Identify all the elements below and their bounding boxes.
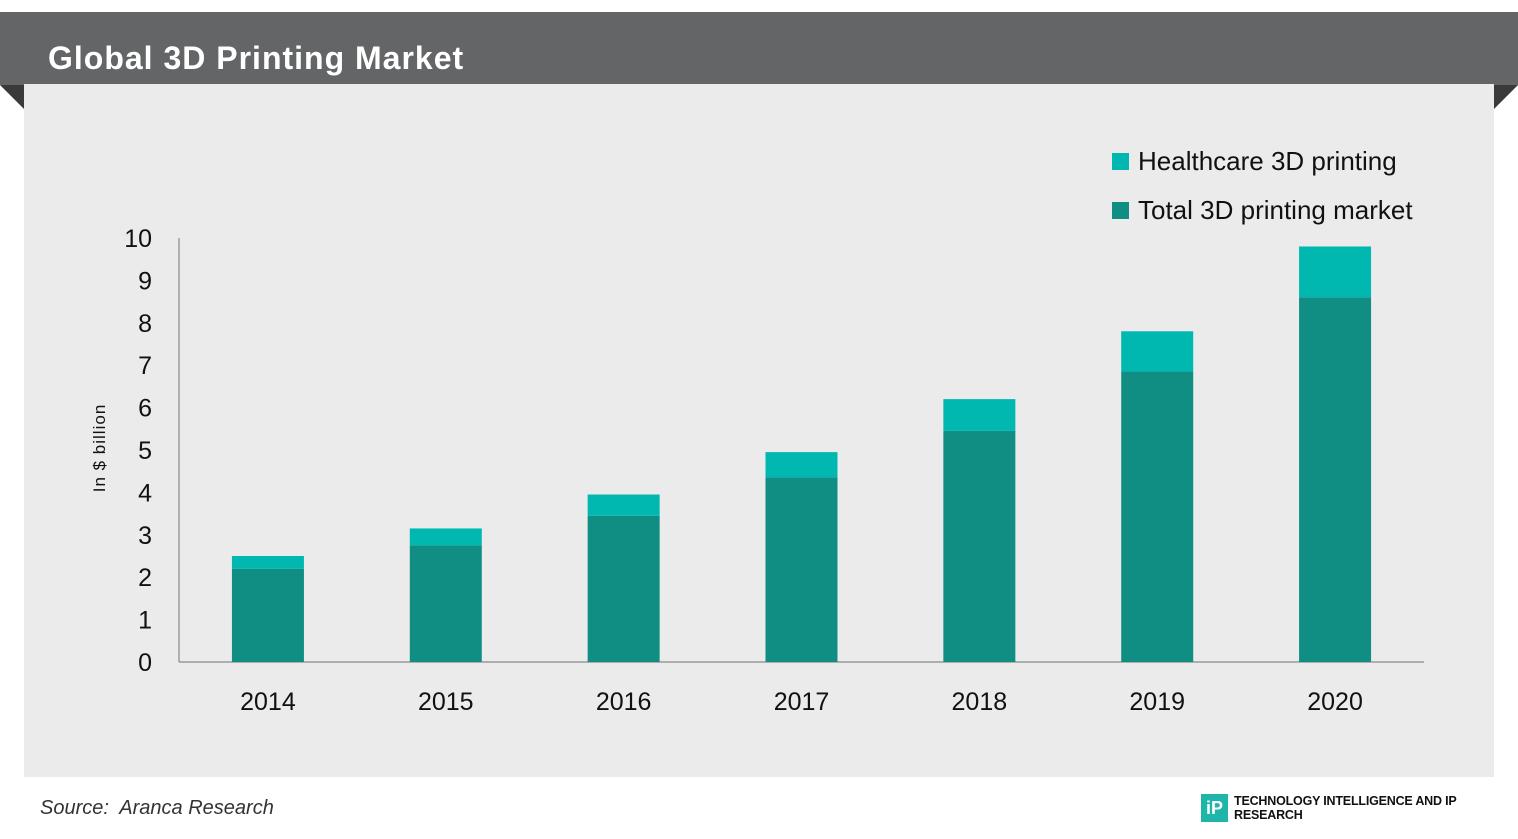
bar-total-3d-printing <box>1299 297 1372 662</box>
x-tick-label: 2020 <box>1307 688 1363 716</box>
legend-swatch <box>1112 202 1129 219</box>
title-banner: Global 3D Printing Market <box>0 12 1518 85</box>
bar-healthcare-3d-printing <box>1121 331 1194 372</box>
banner-fold-left <box>0 85 24 109</box>
bar-total-3d-printing <box>231 568 304 662</box>
legend-label: Total 3D printing market <box>1138 195 1413 225</box>
x-tick-label: 2017 <box>774 688 830 716</box>
x-tick-label: 2014 <box>240 688 296 716</box>
source-note: Source: Aranca Research <box>40 797 274 819</box>
legend-swatch <box>1112 153 1129 170</box>
y-axis-label: In $ billion <box>90 404 109 493</box>
x-tick-label: 2015 <box>418 688 474 716</box>
y-tick-label: 6 <box>138 395 152 423</box>
x-tick-label: 2018 <box>952 688 1008 716</box>
y-tick-label: 10 <box>124 225 152 253</box>
y-tick-label: 4 <box>138 479 152 507</box>
chart-title: Global 3D Printing Market <box>48 40 465 76</box>
y-tick-label: 3 <box>138 522 152 550</box>
y-tick-label: 9 <box>138 267 152 295</box>
brand-logo-icon: iP <box>1201 794 1229 822</box>
brand: iP TECHNOLOGY INTELLIGENCE AND IP RESEAR… <box>1201 794 1518 822</box>
bar-healthcare-3d-printing <box>765 452 838 478</box>
y-tick-label: 1 <box>138 607 152 635</box>
y-tick-label: 2 <box>138 564 152 592</box>
bar-total-3d-printing <box>943 430 1016 662</box>
y-tick-label: 7 <box>138 352 152 380</box>
brand-tagline: TECHNOLOGY INTELLIGENCE AND IP RESEARCH <box>1234 794 1457 822</box>
legend-label: Healthcare 3D printing <box>1138 146 1397 176</box>
bar-healthcare-3d-printing <box>231 556 304 569</box>
bar-healthcare-3d-printing <box>1299 246 1372 298</box>
bar-total-3d-printing <box>765 477 838 662</box>
y-tick-label: 8 <box>138 310 152 338</box>
bar-healthcare-3d-printing <box>943 399 1016 431</box>
bar-healthcare-3d-printing <box>587 494 660 516</box>
x-tick-label: 2016 <box>596 688 652 716</box>
bar-healthcare-3d-printing <box>409 528 482 546</box>
y-tick-label: 0 <box>138 649 152 677</box>
bar-total-3d-printing <box>409 545 482 662</box>
bar-total-3d-printing <box>1121 371 1194 662</box>
x-tick-label: 2019 <box>1129 688 1185 716</box>
bar-total-3d-printing <box>587 515 660 662</box>
y-tick-label: 5 <box>138 437 152 465</box>
banner-fold-right <box>1494 85 1518 109</box>
